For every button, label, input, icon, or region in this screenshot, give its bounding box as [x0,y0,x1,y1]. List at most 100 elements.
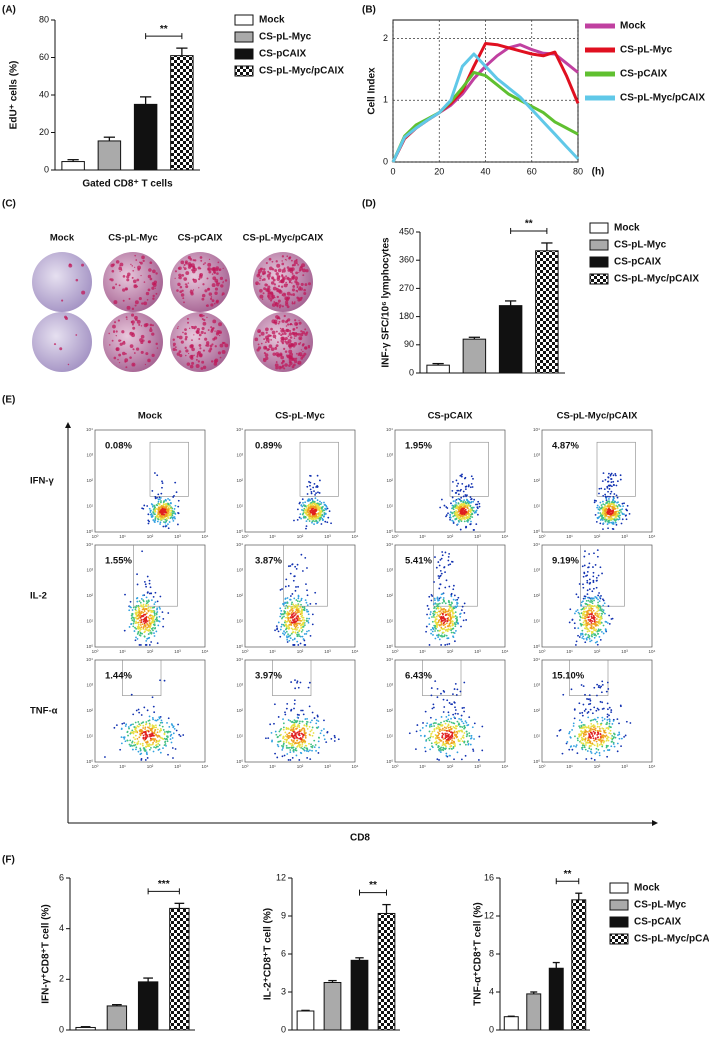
event-dot [127,726,130,728]
y-axis-label: Cell Index [367,67,378,115]
spot [155,292,158,295]
event-dot [162,510,165,513]
spot [297,298,301,302]
event-dot [609,505,612,508]
event-dot [310,509,313,512]
spot [210,297,213,300]
y-axis-label: IFN-γ⁺CD8⁺T cell (%) [41,904,52,1003]
event-dot [104,756,106,758]
flow-tick-label: 10³ [533,453,540,458]
event-dot [582,635,585,638]
event-dot [316,474,319,477]
event-dot [594,633,597,636]
spot [275,330,278,333]
spot [122,299,125,302]
event-dot [609,474,612,477]
event-dot [582,575,585,578]
event-dot [302,509,305,512]
event-dot [595,579,598,582]
event-dot [451,512,454,515]
spot [281,364,285,368]
spot [296,352,298,355]
event-dot [593,706,596,709]
event-dot [274,629,276,632]
event-dot [287,633,289,636]
event-dot [464,743,467,746]
event-dot [289,613,291,615]
event-dot [292,613,294,615]
spot [288,256,292,259]
spot [295,258,298,261]
event-dot [274,730,277,733]
event-dot [316,715,319,718]
event-dot [148,725,151,727]
event-dot [437,636,440,638]
event-dot [166,740,169,743]
event-dot [158,730,161,733]
event-dot [323,501,325,504]
event-dot [174,504,177,507]
event-dot [585,626,588,629]
event-dot [455,498,458,501]
event-dot [295,747,297,750]
spot [305,269,309,273]
event-dot [467,484,470,487]
spot [257,343,260,346]
spot [264,346,268,350]
event-dot [451,611,454,614]
event-dot [457,738,460,741]
event-dot [171,747,174,749]
event-dot [293,597,296,600]
event-dot [586,589,589,592]
event-dot [465,516,467,519]
event-dot [306,717,308,720]
spot [279,327,282,330]
event-dot [158,724,161,727]
event-dot [450,717,452,720]
event-dot [139,616,142,619]
event-dot [450,721,453,724]
spot [178,273,182,277]
spot [263,278,266,281]
event-dot [465,525,467,528]
event-dot [473,529,475,531]
event-dot [171,737,174,739]
flow-tick-label: 10³ [621,764,628,769]
event-dot [588,588,591,591]
event-dot [616,480,619,483]
event-dot [154,591,157,594]
event-dot [589,702,592,705]
event-dot [614,474,617,477]
event-dot [448,585,451,588]
event-dot [444,602,447,605]
flow-tick-label: 10¹ [269,764,276,769]
flow-tick-label: 10¹ [386,734,393,739]
event-dot [582,621,585,624]
event-dot [159,497,162,499]
event-dot [625,508,628,511]
event-dot [439,606,442,609]
spot [135,347,140,351]
spot [286,296,291,300]
event-dot [443,634,446,636]
event-dot [324,507,327,510]
flow-tick-label: 10⁰ [92,534,99,539]
y-axis-label: INF-γ SFC/10⁶ lymphocytes [381,237,392,368]
event-dot [154,510,157,513]
event-dot [469,510,472,513]
event-dot [294,613,297,615]
legend-label: CS-pL-Myc/pCAIX [259,66,344,77]
flow-tick-label: 10⁴ [202,649,209,654]
event-dot [301,616,304,619]
event-dot [134,721,137,724]
event-dot [597,598,599,601]
event-dot [452,521,455,524]
event-dot [289,565,292,567]
event-dot [293,623,295,626]
event-dot [157,498,160,501]
event-dot [265,737,267,740]
spot [289,336,293,339]
spot [210,296,213,298]
event-dot [296,615,299,618]
spot [213,359,218,364]
